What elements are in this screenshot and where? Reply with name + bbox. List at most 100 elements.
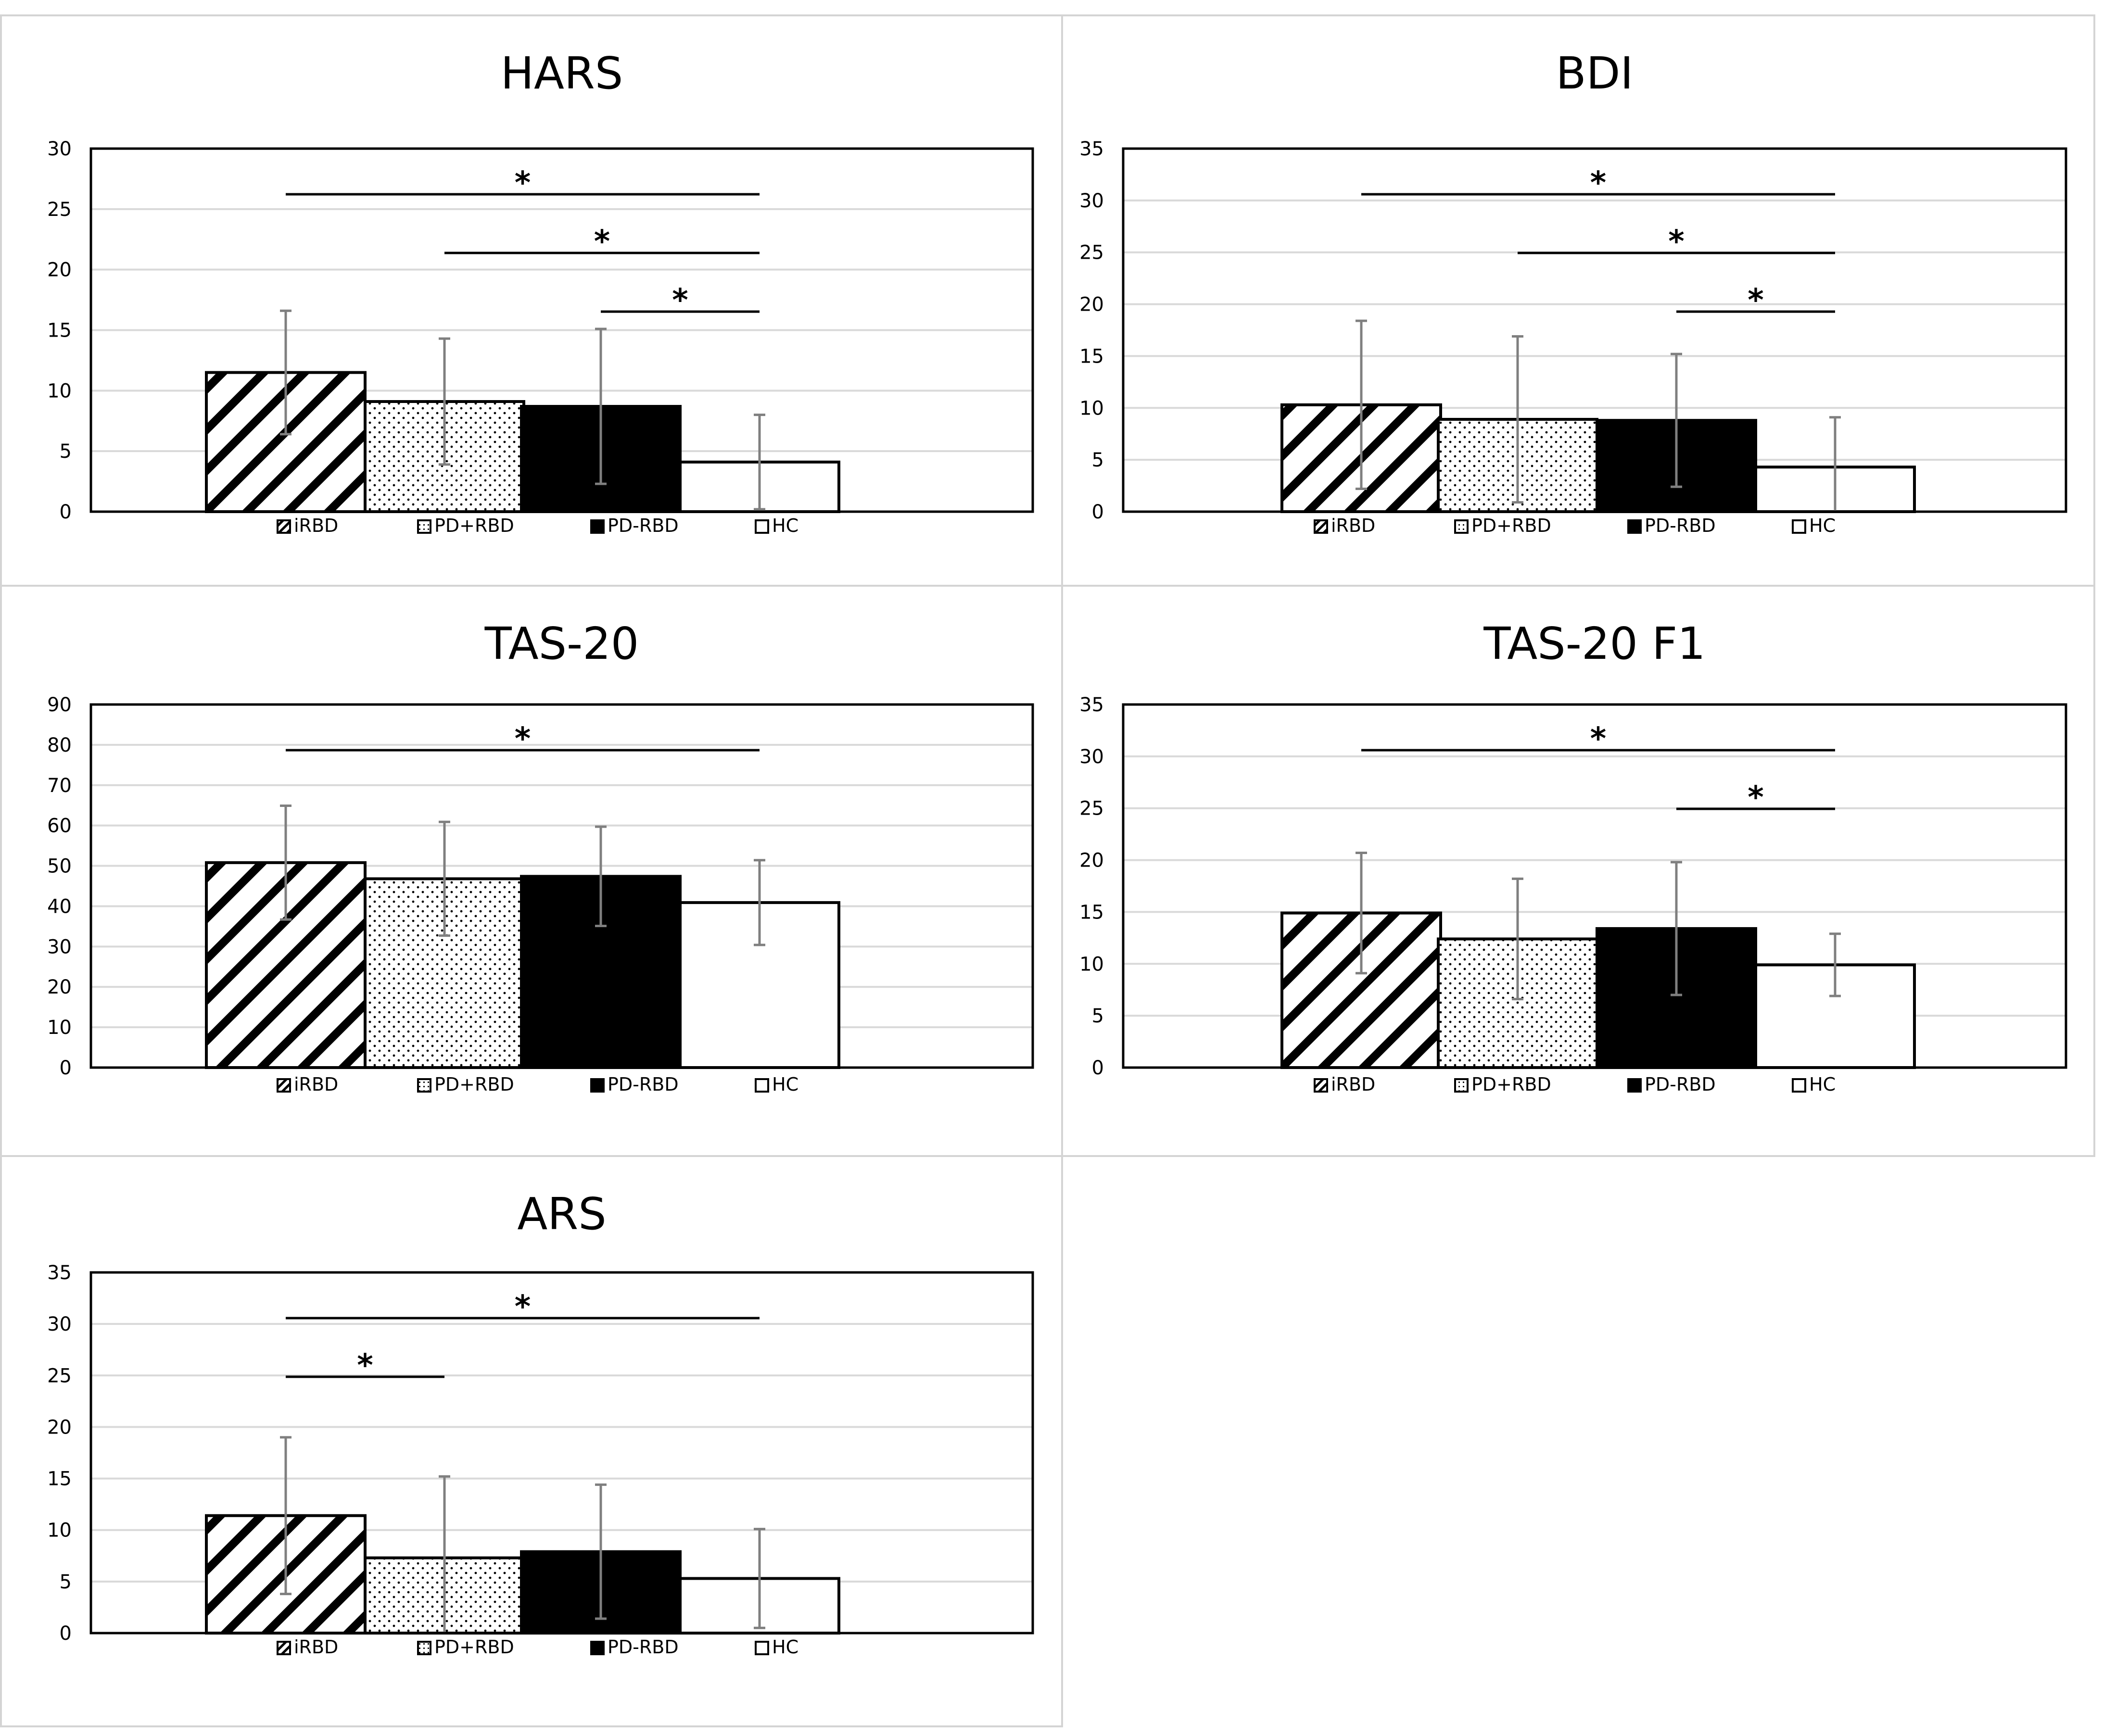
panel-ars: ARS 0 5 10 15 20 25 30 35 * * iRBD PD+RBD PD-RBD HC	[0, 1155, 1063, 1727]
y-tick-label: 10	[47, 1017, 72, 1039]
y-tick-label: 5	[60, 440, 72, 463]
legend-label: HC	[772, 1074, 798, 1095]
plot-frame	[1122, 703, 2067, 1069]
legend-label: HC	[772, 515, 798, 536]
y-tick-label: 80	[47, 734, 72, 756]
y-tick-label: 90	[47, 694, 72, 716]
y-tick-label: 10	[1079, 397, 1104, 419]
plot-frame	[1122, 147, 2067, 513]
significance-star: *	[515, 1289, 531, 1325]
y-tick-label: 50	[47, 855, 72, 878]
y-tick-label: 35	[47, 1262, 72, 1284]
legend-swatch	[1314, 1078, 1328, 1093]
legend-swatch	[277, 1641, 291, 1655]
chart-tas20: TAS-20 0 10 20 30 40 50 60 70 80 90 * iRBD PD+RBD PD-R…	[47, 618, 1034, 1095]
significance-star: *	[357, 1348, 373, 1384]
chart-tas20-f1: TAS-20 F1 0 5 10 15 20 25 30 35 * * iRBD PD+RBD PD-RB…	[1079, 618, 2067, 1095]
plot-frame	[89, 703, 1034, 1069]
y-tick-label: 0	[1092, 501, 1104, 523]
panel-tas20-f1: TAS-20 F1 0 5 10 15 20 25 30 35 * * iRBD PD+RBD PD-RB…	[1061, 585, 2095, 1157]
legend-swatch	[1314, 519, 1328, 534]
y-tick-label: 10	[47, 380, 72, 402]
legend-swatch	[1792, 1078, 1806, 1093]
y-tick-label: 35	[1079, 138, 1104, 160]
chart-title: HARS	[501, 48, 623, 99]
y-tick-label: 15	[47, 320, 72, 342]
panel-bdi: BDI 0 5 10 15 20 25 30 35 * * * iRBD PD+RBD PD-RBD HC	[1061, 14, 2095, 587]
legend-swatch	[590, 519, 605, 534]
plot-frame	[89, 147, 1034, 513]
legend-swatch	[277, 519, 291, 534]
legend-swatch	[277, 1078, 291, 1093]
legend-label: PD+RBD	[1471, 515, 1551, 536]
significance-star: *	[1590, 165, 1606, 201]
legend-label: iRBD	[294, 515, 338, 536]
legend-label: HC	[1809, 1074, 1836, 1095]
y-tick-label: 25	[47, 1365, 72, 1387]
y-tick-label: 20	[1079, 294, 1104, 316]
y-tick-label: 20	[1079, 850, 1104, 872]
legend-swatch	[1454, 519, 1469, 534]
legend-label: PD+RBD	[434, 1074, 514, 1095]
chart-ars: ARS 0 5 10 15 20 25 30 35 * * iRBD PD+RBD PD-RBD HC	[47, 1188, 1034, 1658]
y-tick-label: 0	[60, 1623, 72, 1645]
chart-title: TAS-20	[484, 618, 639, 669]
y-tick-label: 5	[1092, 449, 1104, 471]
legend-label: iRBD	[294, 1074, 338, 1095]
y-tick-label: 20	[47, 259, 72, 281]
legend-swatch	[755, 519, 769, 534]
significance-star: *	[1748, 283, 1763, 318]
y-tick-label: 15	[1079, 901, 1104, 923]
legend-label: HC	[772, 1636, 798, 1658]
chart-bdi: BDI 0 5 10 15 20 25 30 35 * * * iRBD PD+RBD PD-RBD HC	[1079, 48, 2067, 536]
legend-label: iRBD	[294, 1636, 338, 1658]
y-tick-label: 10	[1079, 953, 1104, 975]
significance-star: *	[515, 721, 531, 757]
chart-title: TAS-20 F1	[1483, 618, 1705, 669]
legend-swatch	[417, 519, 431, 534]
y-tick-label: 10	[47, 1520, 72, 1542]
panel-tas20: TAS-20 0 10 20 30 40 50 60 70 80 90 * iRBD PD+RBD PD-R…	[0, 585, 1063, 1157]
y-tick-label: 25	[1079, 798, 1104, 820]
y-tick-label: 30	[47, 1313, 72, 1335]
legend-label: iRBD	[1331, 1074, 1375, 1095]
legend-label: PD-RBD	[608, 1074, 679, 1095]
significance-star: *	[594, 224, 610, 260]
legend-swatch	[590, 1641, 605, 1655]
y-tick-label: 5	[1092, 1005, 1104, 1027]
y-tick-label: 20	[47, 976, 72, 998]
y-tick-label: 70	[47, 775, 72, 797]
legend-label: PD+RBD	[1471, 1074, 1551, 1095]
legend-swatch	[1627, 519, 1642, 534]
legend-swatch	[755, 1078, 769, 1093]
legend-label: PD-RBD	[1645, 1074, 1716, 1095]
y-tick-label: 40	[47, 895, 72, 918]
chart-title: ARS	[517, 1188, 606, 1240]
legend-swatch	[755, 1641, 769, 1655]
legend-label: PD-RBD	[608, 515, 679, 536]
legend-swatch	[590, 1078, 605, 1093]
legend-label: PD+RBD	[434, 1636, 514, 1658]
legend-swatch	[417, 1078, 431, 1093]
y-tick-label: 25	[1079, 242, 1104, 264]
legend-swatch	[1454, 1078, 1469, 1093]
legend-label: PD-RBD	[608, 1636, 679, 1658]
chart-title: BDI	[1556, 48, 1633, 99]
legend-label: PD-RBD	[1645, 515, 1716, 536]
significance-star: *	[1748, 780, 1763, 816]
significance-star: *	[515, 165, 531, 201]
y-tick-label: 30	[47, 138, 72, 160]
legend-swatch	[417, 1641, 431, 1655]
y-tick-label: 15	[1079, 345, 1104, 367]
significance-star: *	[672, 283, 688, 318]
plot-frame	[89, 1271, 1034, 1635]
y-tick-label: 0	[1092, 1057, 1104, 1079]
y-tick-label: 25	[47, 199, 72, 221]
y-tick-label: 0	[60, 1057, 72, 1079]
legend-label: iRBD	[1331, 515, 1375, 536]
y-tick-label: 30	[1079, 746, 1104, 768]
y-tick-label: 35	[1079, 694, 1104, 716]
chart-hars: HARS 0 5 10 15 20 25 30 * * * iRBD PD+RBD PD-RBD HC	[47, 48, 1034, 536]
legend-swatch	[1627, 1078, 1642, 1093]
y-tick-label: 30	[1079, 190, 1104, 212]
